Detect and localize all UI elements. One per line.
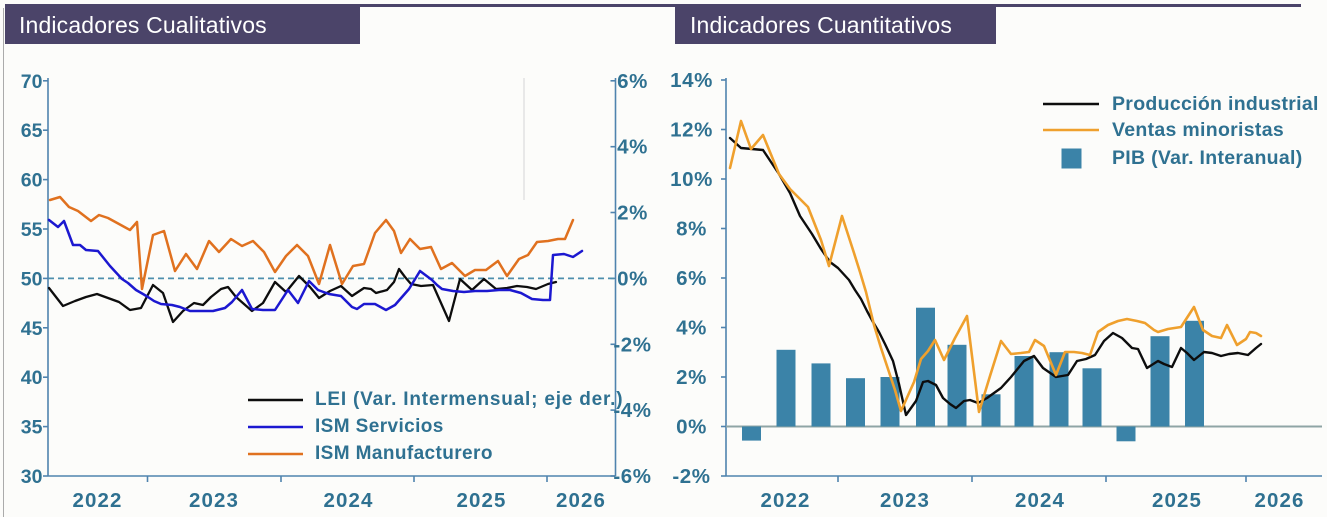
svg-text:ISM Servicios: ISM Servicios [315, 416, 444, 437]
svg-text:LEI (Var. Intermensual; eje de: LEI (Var. Intermensual; eje der.) [315, 389, 623, 410]
svg-text:2%: 2% [676, 366, 707, 389]
svg-text:50: 50 [21, 268, 43, 290]
svg-text:2025: 2025 [1152, 489, 1202, 512]
svg-text:45: 45 [21, 318, 43, 340]
svg-text:Ventas minoristas: Ventas minoristas [1112, 119, 1284, 141]
svg-text:-4%: -4% [613, 399, 651, 422]
svg-text:2024: 2024 [323, 489, 373, 512]
svg-text:2026: 2026 [1254, 489, 1304, 512]
svg-text:2%: 2% [617, 202, 648, 225]
svg-text:2022: 2022 [72, 489, 122, 512]
svg-text:ISM Manufacturero: ISM Manufacturero [315, 443, 493, 464]
svg-text:PIB (Var. Interanual): PIB (Var. Interanual) [1112, 147, 1303, 169]
svg-text:2024: 2024 [1015, 489, 1065, 512]
svg-text:40: 40 [21, 367, 43, 389]
svg-text:12%: 12% [670, 119, 713, 142]
svg-text:0%: 0% [676, 416, 707, 439]
svg-text:70: 70 [21, 71, 43, 93]
svg-text:35: 35 [21, 417, 43, 439]
svg-text:0%: 0% [617, 267, 648, 290]
svg-text:-2%: -2% [672, 465, 710, 488]
svg-text:6%: 6% [676, 267, 707, 290]
svg-text:65: 65 [21, 120, 43, 142]
svg-text:6%: 6% [617, 70, 648, 93]
svg-text:4%: 4% [676, 317, 707, 340]
svg-text:2025: 2025 [456, 489, 506, 512]
svg-text:30: 30 [21, 466, 43, 488]
svg-text:4%: 4% [617, 136, 648, 159]
svg-text:2023: 2023 [880, 489, 930, 512]
svg-text:-2%: -2% [613, 333, 651, 356]
svg-text:2023: 2023 [189, 489, 239, 512]
svg-text:55: 55 [21, 219, 43, 241]
svg-text:14%: 14% [670, 69, 713, 92]
svg-text:60: 60 [21, 170, 43, 192]
svg-text:2022: 2022 [760, 489, 810, 512]
svg-text:10%: 10% [670, 168, 713, 191]
svg-text:-6%: -6% [613, 465, 651, 488]
svg-text:2026: 2026 [556, 489, 606, 512]
svg-text:8%: 8% [676, 218, 707, 241]
svg-text:Producción industrial: Producción industrial [1112, 93, 1319, 115]
